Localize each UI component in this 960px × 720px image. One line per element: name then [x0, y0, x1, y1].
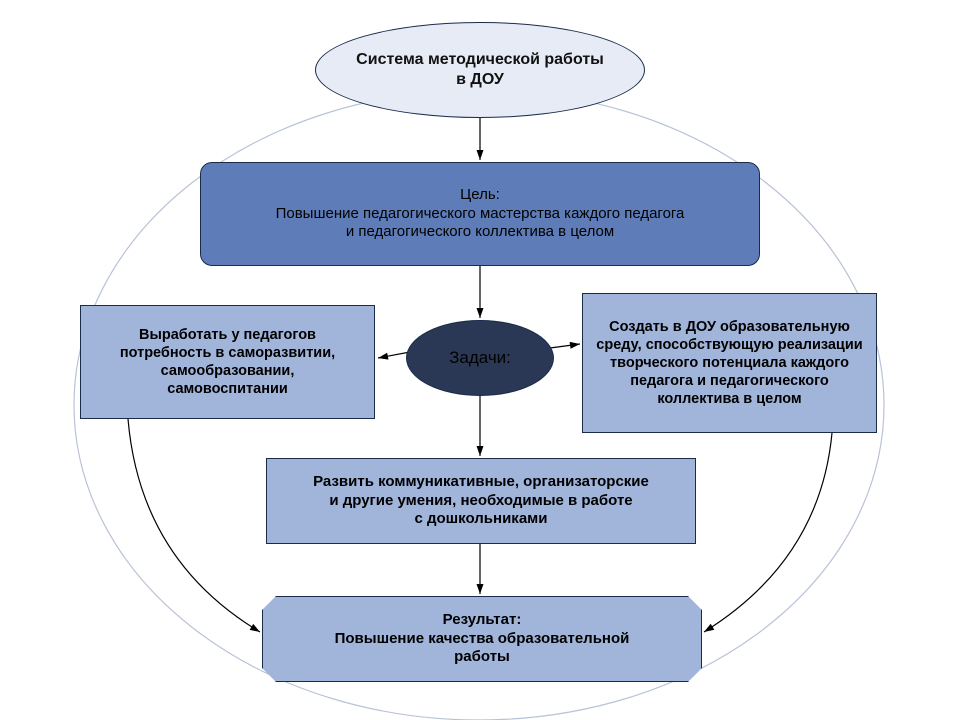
title-ellipse: Система методической работы в ДОУ: [315, 22, 645, 118]
result-box: Результат: Повышение качества образовате…: [262, 596, 702, 682]
task-right-box: Создать в ДОУ образовательную среду, спо…: [582, 293, 877, 433]
tasks-center-ellipse: Задачи:: [406, 320, 554, 396]
tasks-to-right: [550, 344, 580, 348]
right-curve-to-result: [704, 433, 832, 632]
left-curve-to-result: [128, 419, 260, 632]
task-left-box: Выработать у педагогов потребность в сам…: [80, 305, 375, 419]
goal-box: Цель: Повышение педагогического мастерст…: [200, 162, 760, 266]
task-bottom-box: Развить коммуникативные, организаторские…: [266, 458, 696, 544]
diagram-stage: { "canvas": { "width": 960, "height": 72…: [0, 0, 960, 720]
